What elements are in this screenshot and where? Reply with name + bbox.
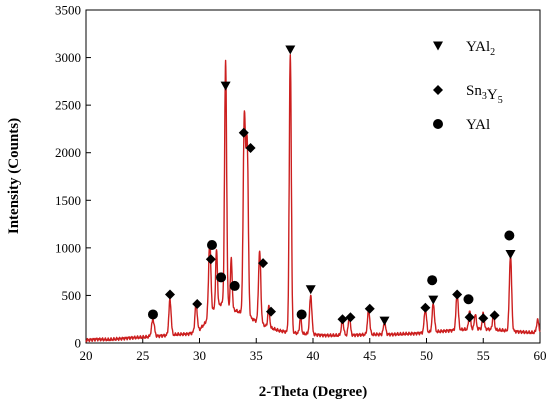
Sn3Y5-marker	[345, 312, 356, 323]
x-tick-label: 50	[420, 348, 433, 363]
YAl-marker	[229, 280, 240, 291]
y-tick-label: 0	[75, 336, 82, 351]
y-tick-label: 2500	[55, 98, 81, 113]
Sn3Y5-marker	[337, 314, 348, 325]
y-tick-label: 3000	[55, 50, 81, 65]
YAl2-marker	[505, 250, 516, 260]
YAl-marker	[147, 309, 158, 320]
Sn3Y5-marker	[464, 312, 475, 323]
x-tick-label: 40	[307, 348, 320, 363]
YAl-marker	[296, 309, 307, 320]
Sn3Y5-marker	[258, 258, 269, 269]
YAl-marker	[206, 240, 217, 251]
YAl-marker	[504, 230, 515, 241]
Sn3Y5-marker	[420, 302, 431, 313]
legend-label: Sn3Y5	[466, 83, 503, 106]
Sn3Y5-marker	[489, 310, 500, 321]
YAl2-marker	[305, 285, 316, 295]
legend-symbol-diamond	[433, 85, 443, 95]
Sn3Y5-marker	[238, 127, 249, 138]
y-tick-label: 500	[62, 288, 82, 303]
Sn3Y5-marker	[452, 289, 463, 300]
Sn3Y5-marker	[245, 142, 256, 153]
YAl2-marker	[379, 316, 390, 326]
YAl-marker	[216, 272, 227, 283]
x-axis: 20 25 30 35 40 45 50 55 60	[80, 338, 547, 363]
Sn3Y5-marker	[205, 254, 216, 265]
x-tick-label: 45	[363, 348, 376, 363]
phase-markers	[147, 45, 516, 326]
xrd-pattern-line	[85, 54, 541, 343]
legend-label: YAl2	[466, 39, 495, 58]
Sn3Y5-marker	[164, 289, 175, 300]
Sn3Y5-marker	[478, 313, 489, 324]
x-tick-label: 20	[80, 348, 93, 363]
x-tick-label: 30	[193, 348, 206, 363]
Sn3Y5-marker	[364, 303, 375, 314]
YAl-marker	[427, 275, 438, 286]
y-axis-title: Intensity (Counts)	[6, 118, 22, 234]
Sn3Y5-marker	[192, 298, 203, 309]
x-tick-label: 25	[136, 348, 149, 363]
plot-area-frame	[85, 9, 541, 344]
y-tick-label: 2000	[55, 145, 81, 160]
YAl2-marker	[285, 45, 296, 55]
legend-symbol-circle	[433, 119, 443, 129]
YAl2-marker	[428, 295, 439, 305]
Sn3Y5-marker	[266, 306, 277, 317]
legend-symbol-triangle-down	[433, 41, 443, 51]
x-tick-label: 60	[534, 348, 547, 363]
x-tick-label: 55	[477, 348, 490, 363]
x-axis-title: 2-Theta (Degree)	[259, 384, 367, 400]
legend-label: YAl	[466, 117, 490, 133]
y-axis: 0 500 1000 1500 2000 2500 3000 3500	[55, 3, 91, 351]
y-tick-label: 1500	[55, 193, 81, 208]
YAl-marker	[463, 294, 474, 305]
y-tick-label: 3500	[55, 3, 81, 18]
x-tick-label: 35	[250, 348, 263, 363]
y-tick-label: 1000	[55, 240, 81, 255]
YAl2-marker	[220, 81, 231, 91]
legend: YAl2 Sn3Y5 YAl	[433, 39, 503, 133]
